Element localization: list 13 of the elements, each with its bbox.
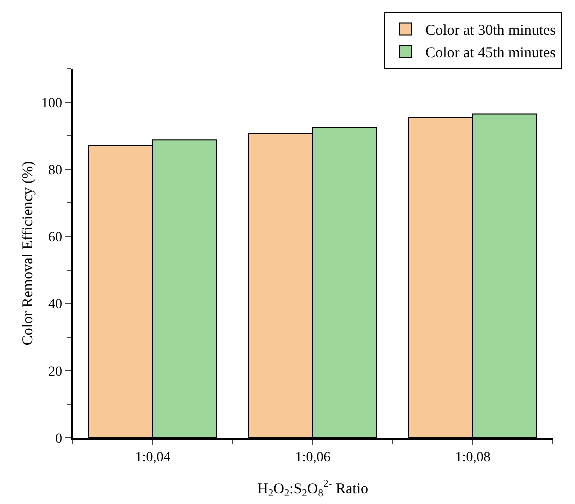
y-tick-label: 60 xyxy=(48,230,62,246)
y-axis-title: Color Removal Efficiency (%) xyxy=(20,161,36,346)
legend-label: Color at 45th minutes xyxy=(426,46,556,62)
y-tick-label: 40 xyxy=(48,298,62,313)
y-tick-label: 0 xyxy=(55,432,62,447)
text: H$_{2}$O$_{2}$:S$_{2}$O$_{8}$$^{2-}$ Ratio xyxy=(257,479,369,500)
y-tick-label: 80 xyxy=(48,164,62,179)
x-tick-label: 1:0,06 xyxy=(295,450,331,466)
y-tick-label: 100 xyxy=(41,96,62,112)
x-tick-label: 1:0,04 xyxy=(135,450,171,466)
legend-label: Color at 30th minutes xyxy=(426,23,556,40)
x-tick-label: 1:0,08 xyxy=(455,450,491,466)
y-tick-label: 20 xyxy=(48,364,62,380)
